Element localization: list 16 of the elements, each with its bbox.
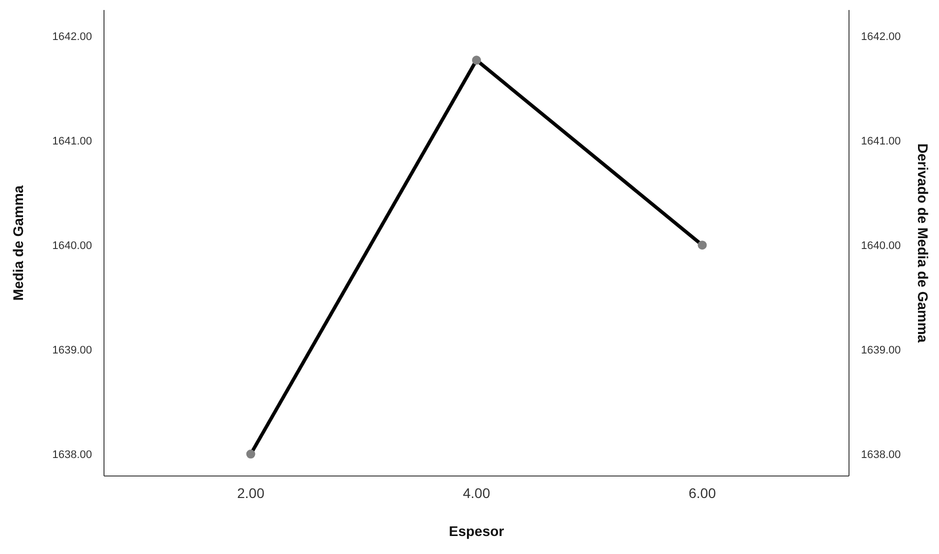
y2-tick-label: 1642.00	[861, 31, 901, 44]
y2-tick-label: 1641.00	[861, 136, 901, 148]
y-tick-label: 1639.00	[52, 344, 92, 356]
x-tick-label: 2.00	[237, 484, 265, 501]
y-tick-label: 1641.00	[52, 136, 92, 148]
y2-axis-title: Derivado de Media de Gamma	[915, 143, 932, 343]
x-tick-label: 4.00	[462, 484, 490, 501]
y2-tick-label: 1638.00	[861, 448, 901, 461]
y-axis-title: Media de Gamma	[10, 185, 26, 301]
y2-tick-label: 1639.00	[861, 344, 901, 356]
y2-tick-label: 1640.00	[861, 240, 901, 252]
y-tick-label: 1638.00	[52, 448, 92, 461]
x-tick-label: 6.00	[688, 484, 716, 501]
y-tick-label: 1642.00	[52, 31, 92, 44]
y-tick-label: 1640.00	[52, 240, 92, 252]
x-axis-title: Espesor	[448, 523, 505, 539]
